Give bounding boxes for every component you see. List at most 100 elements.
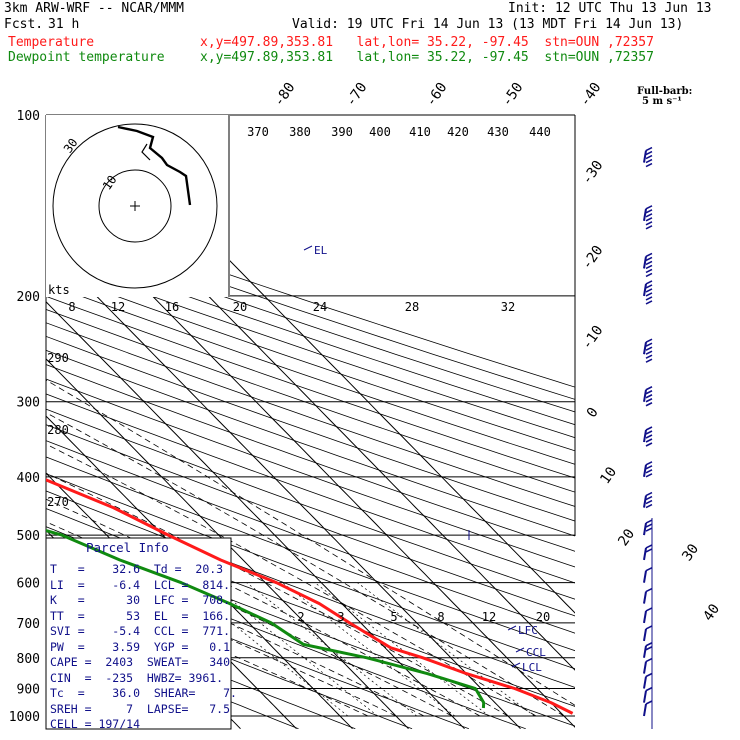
wind-barb-shaft — [643, 610, 647, 624]
temperature-legend-info: x,y=497.89,353.81 lat,lon= 35.22, -97.45… — [200, 35, 654, 50]
forecast-label: Fcst. — [4, 17, 44, 32]
level-mark-arrow — [515, 647, 525, 653]
parcel-row: K = 30 LFC = 708. — [50, 593, 231, 607]
level-mark-label: LCL — [522, 661, 542, 674]
speed-axis-label: 16 — [165, 300, 179, 314]
dry-adiabat-line — [46, 309, 575, 493]
isotherm-label: 40 — [700, 601, 723, 624]
dry-adiabat-line — [46, 295, 575, 479]
moist-adiabat-line — [46, 412, 565, 717]
wind-barb — [643, 338, 653, 363]
parcel-row: CAPE = 2403 SWEAT= 340 — [50, 655, 231, 669]
wind-barb-flag — [645, 686, 653, 692]
wind-barb — [643, 252, 653, 278]
dry-adiabat-line — [46, 335, 575, 522]
wind-barb — [643, 587, 653, 604]
theta-label: 410 — [409, 125, 431, 139]
wind-barb — [643, 566, 653, 583]
wind-barb — [643, 205, 653, 230]
wind-barb-flag — [645, 300, 653, 305]
temperature-legend-name: Temperature — [8, 35, 95, 50]
isotherm-line — [46, 129, 575, 671]
wind-barb — [643, 700, 653, 717]
wind-barb-flag — [645, 252, 653, 258]
model-title: 3km ARW-WRF -- NCAR/MMM — [4, 1, 185, 16]
speed-axis-label: 20 — [233, 300, 247, 314]
wind-barb-flag — [645, 495, 653, 501]
speed-axis-label: 24 — [313, 300, 327, 314]
mixing-ratio-line — [357, 582, 535, 717]
wind-barb — [643, 672, 653, 689]
dry-adiabat-line — [46, 233, 575, 413]
wind-barb — [643, 544, 653, 561]
hodograph-ring-label: 10 — [100, 173, 120, 193]
isotherm-line — [86, 115, 575, 614]
wind-barb-flag — [645, 390, 653, 395]
wind-barb-flag — [645, 342, 653, 347]
wind-barb-flag — [645, 296, 653, 301]
level-mark-arrow — [507, 625, 517, 631]
isotherm-label: -80 — [271, 80, 299, 110]
level-mark-arrow — [511, 662, 521, 668]
dry-adiabat-line — [46, 282, 575, 465]
hodograph-ring — [52, 123, 218, 289]
isotherm-label: -50 — [499, 80, 527, 110]
theta-label: 390 — [331, 125, 353, 139]
theta-label: 430 — [487, 125, 509, 139]
wind-barb-flag — [645, 607, 653, 612]
dry-adiabat-line — [46, 424, 575, 617]
wind-barb-flag — [645, 657, 653, 663]
wind-barb-flag — [645, 288, 653, 293]
wind-barb-flag — [645, 205, 653, 210]
wind-barb-flag — [645, 146, 653, 152]
wind-barb-shaft — [643, 283, 647, 297]
speed-axis-label: 28 — [405, 300, 419, 314]
pressure-tick-label: 200 — [17, 290, 40, 305]
pressure-tick-label: 500 — [17, 529, 40, 544]
wind-barb-shaft — [643, 256, 647, 269]
dewpoint-legend-info: x,y=497.89,353.81 lat,lon= 35.22, -97.45… — [200, 50, 654, 65]
theta-label: 290 — [47, 351, 69, 365]
isotherm-line — [46, 243, 521, 729]
parcel-row: CIN = -235 HWBZ= 3961. — [50, 670, 224, 685]
wind-barb-shaft — [643, 522, 647, 536]
parcel-row: SVI = -5.4 CCL = 771. — [50, 624, 231, 638]
isotherm-line — [46, 186, 575, 728]
parcel-row: SREH = 7 LAPSE= 7.5 — [50, 701, 231, 716]
isotherm-line — [0, 115, 17, 729]
wind-barb-flag — [645, 225, 653, 230]
init-time: Init: 12 UTC Thu 13 Jun 13 — [508, 1, 712, 16]
wind-barb-flag — [645, 264, 653, 270]
wind-barb-flag — [645, 217, 653, 222]
pressure-tick-label: 400 — [17, 471, 40, 486]
wind-barb-flag — [645, 346, 653, 351]
mixing-ratio-label: 5 — [390, 610, 397, 624]
pressure-tick-label: 900 — [17, 682, 40, 697]
parcel-row: TT = 53 EL = 166. — [50, 608, 231, 623]
wind-barb-flag — [645, 350, 653, 355]
wind-barb-flag — [645, 548, 653, 553]
wind-barb-flag — [645, 461, 653, 466]
dry-adiabat-line — [46, 245, 575, 426]
theta-label: 400 — [369, 125, 391, 139]
isotherm-label: -30 — [579, 158, 607, 188]
valid-time: Valid: 19 UTC Fri 14 Jun 13 (13 MDT Fri … — [292, 17, 684, 32]
wind-barb-flag — [645, 625, 653, 630]
theta-label: 380 — [289, 125, 311, 139]
theta-label: 370 — [247, 125, 269, 139]
wind-barb-flag — [645, 426, 653, 431]
wind-barb — [643, 607, 653, 624]
moist-adiabat-line — [46, 443, 537, 717]
wind-barb-shaft — [643, 495, 647, 508]
dry-adiabat-line — [46, 408, 575, 600]
wind-barb-flag — [645, 527, 653, 532]
wind-barb-flag — [645, 430, 653, 435]
parcel-info-panel: Parcel Info T = 32.6 Td = 20.3 LI = -6.4… — [46, 540, 237, 731]
wind-barb-shaft — [643, 661, 647, 674]
wind-barb-flag — [645, 150, 653, 156]
theta-label: 420 — [447, 125, 469, 139]
wind-barb — [643, 426, 653, 447]
wind-barb-flag — [645, 256, 653, 262]
isotherm-label: 30 — [679, 541, 702, 564]
